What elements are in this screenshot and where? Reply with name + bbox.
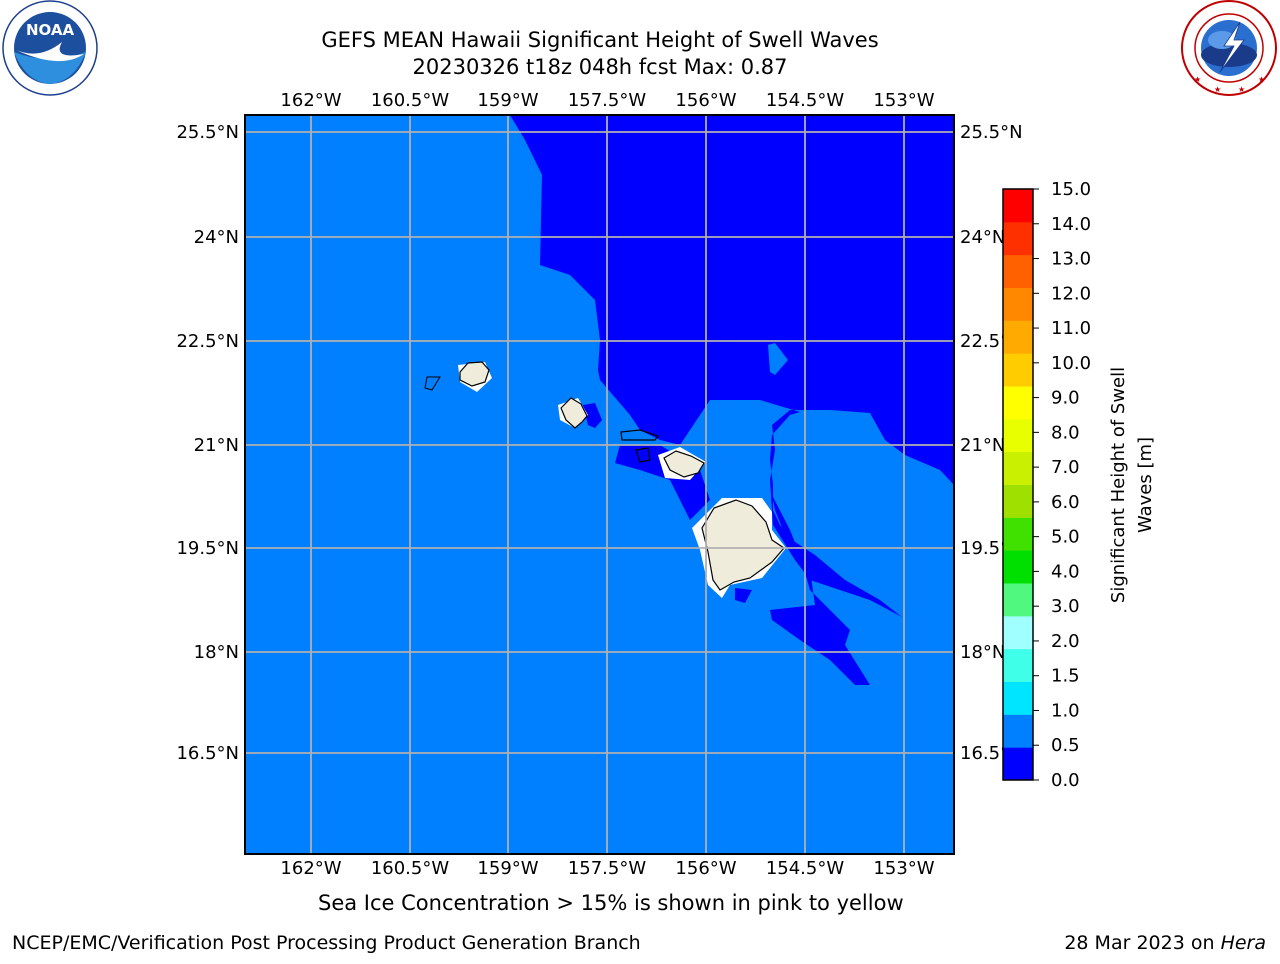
colorbar-segment bbox=[1003, 747, 1033, 781]
lon-tick-label: 154.5°W bbox=[766, 858, 845, 879]
kauai-island bbox=[459, 361, 490, 387]
lon-tick-label: 153°W bbox=[873, 90, 934, 111]
colorbar-label-line1: Significant Height of Swell bbox=[1108, 367, 1129, 603]
colorbar-tick-label: 0.0 bbox=[1051, 770, 1080, 791]
noaa-logo-text: NOAA bbox=[26, 21, 75, 39]
colorbar-tick-label: 1.5 bbox=[1051, 666, 1080, 687]
big-island bbox=[701, 499, 785, 591]
lon-labels-bottom: 162°W 160.5°W 159°W 157.5°W 156°W 154.5°… bbox=[280, 858, 934, 879]
colorbar-segment bbox=[1003, 386, 1033, 420]
maui-island bbox=[663, 450, 705, 478]
colorbar-segment bbox=[1003, 221, 1033, 256]
lon-tick-label: 162°W bbox=[280, 90, 341, 111]
machine-name: Hera bbox=[1220, 932, 1266, 954]
colorbar-segment bbox=[1003, 615, 1033, 650]
lat-tick-label: 25.5°N bbox=[960, 122, 1023, 143]
colorbar-tick-label: 1.0 bbox=[1051, 700, 1080, 721]
colorbar-tick-label: 12.0 bbox=[1051, 283, 1091, 304]
lat-tick-label: 24°N bbox=[194, 227, 239, 248]
lat-tick-label: 21°N bbox=[960, 435, 1005, 456]
colorbar-segment bbox=[1003, 681, 1033, 715]
colorbar-tick-label: 8.0 bbox=[1051, 422, 1080, 443]
colorbar-segment bbox=[1003, 451, 1033, 485]
graticule bbox=[245, 115, 954, 854]
lat-tick-label: 25.5°N bbox=[176, 122, 239, 143]
colorbar: 0.0 0.5 1.0 1.5 2.0 3.0 4.0 5.0 6.0 7.0 8.0 9.0 10.0… bbox=[1002, 179, 1091, 791]
colorbar-tick-label: 11.0 bbox=[1051, 318, 1091, 339]
colorbar-segment bbox=[1003, 418, 1033, 453]
lat-tick-label: 18°N bbox=[194, 642, 239, 663]
swell-low-region bbox=[510, 115, 954, 617]
nws-logo-icon: ★ ★ ★ ★ bbox=[1181, 0, 1277, 96]
svg-text:★: ★ bbox=[1258, 75, 1265, 84]
lon-tick-label: 154.5°W bbox=[766, 90, 845, 111]
colorbar-segment bbox=[1003, 484, 1033, 518]
sea-ice-note: Sea Ice Concentration > 15% is shown in … bbox=[318, 891, 904, 915]
lat-tick-label: 21°N bbox=[194, 435, 239, 456]
lanai-island bbox=[635, 447, 651, 463]
date-text: 28 Mar 2023 on bbox=[1064, 932, 1215, 954]
colorbar-tick-label: 10.0 bbox=[1051, 353, 1091, 374]
colorbar-segment bbox=[1003, 320, 1033, 354]
lon-labels-top: 162°W 160.5°W 159°W 157.5°W 156°W 154.5°… bbox=[280, 90, 934, 111]
colorbar-segment bbox=[1003, 517, 1033, 551]
date-stamp: 28 Mar 2023 on Hera bbox=[1064, 932, 1266, 954]
colorbar-segment bbox=[1003, 714, 1033, 748]
colorbar-tick-label: 13.0 bbox=[1051, 249, 1091, 270]
lat-tick-label: 19.5°N bbox=[176, 538, 239, 559]
lat-tick-label: 18°N bbox=[960, 642, 1005, 663]
colorbar-tick-label: 4.0 bbox=[1051, 561, 1080, 582]
lat-tick-label: 16.5°N bbox=[176, 743, 239, 764]
svg-text:★: ★ bbox=[1194, 75, 1201, 84]
colorbar-segment bbox=[1003, 254, 1033, 288]
svg-text:★: ★ bbox=[1214, 85, 1221, 94]
credit-text: NCEP/EMC/Verification Post Processing Pr… bbox=[12, 932, 641, 954]
lon-tick-label: 153°W bbox=[873, 858, 934, 879]
lon-tick-label: 157.5°W bbox=[568, 858, 647, 879]
colorbar-tick-label: 7.0 bbox=[1051, 457, 1080, 478]
colorbar-tick-label: 6.0 bbox=[1051, 492, 1080, 513]
molokai-island bbox=[620, 429, 659, 441]
colorbar-segment bbox=[1003, 550, 1033, 584]
swell-low-tongue bbox=[770, 495, 870, 685]
colorbar-tick-label: 5.0 bbox=[1051, 527, 1080, 548]
colorbar-segment bbox=[1003, 648, 1033, 682]
colorbar-label-line2: Waves [m] bbox=[1135, 437, 1156, 533]
colorbar-segment bbox=[1003, 287, 1033, 321]
lat-tick-label: 22.5°N bbox=[176, 331, 239, 352]
colorbar-tick-label: 3.0 bbox=[1051, 596, 1080, 617]
lat-tick-label: 24°N bbox=[960, 227, 1005, 248]
lon-tick-label: 159°W bbox=[477, 858, 538, 879]
lon-tick-label: 156°W bbox=[675, 858, 736, 879]
lon-tick-label: 160.5°W bbox=[371, 858, 450, 879]
colorbar-tick-label: 14.0 bbox=[1051, 214, 1091, 235]
map-subtitle: 20230326 t18z 048h fcst Max: 0.87 bbox=[412, 55, 788, 79]
lon-tick-label: 157.5°W bbox=[568, 90, 647, 111]
niihau-island bbox=[424, 376, 441, 391]
colorbar-tick-label: 2.0 bbox=[1051, 631, 1080, 652]
map-title: GEFS MEAN Hawaii Significant Height of S… bbox=[321, 28, 879, 52]
colorbar-segment bbox=[1003, 583, 1033, 617]
oahu-island bbox=[560, 397, 588, 429]
colorbar-tick-label: 9.0 bbox=[1051, 388, 1080, 409]
colorbar-segment bbox=[1003, 353, 1033, 387]
map-panel bbox=[244, 114, 955, 855]
svg-text:★: ★ bbox=[1238, 85, 1245, 94]
lat-labels-left: 25.5°N 24°N 22.5°N 21°N 19.5°N 18°N 16.5… bbox=[176, 122, 239, 764]
lon-tick-label: 159°W bbox=[477, 90, 538, 111]
colorbar-tick-label: 15.0 bbox=[1051, 179, 1091, 200]
lon-tick-label: 160.5°W bbox=[371, 90, 450, 111]
lon-tick-label: 156°W bbox=[675, 90, 736, 111]
noaa-logo-icon: NOAA bbox=[2, 0, 98, 96]
colorbar-segment bbox=[1003, 189, 1033, 223]
colorbar-tick-label: 0.5 bbox=[1051, 735, 1080, 756]
lon-tick-label: 162°W bbox=[280, 858, 341, 879]
colorbar-frame bbox=[1002, 188, 1034, 781]
